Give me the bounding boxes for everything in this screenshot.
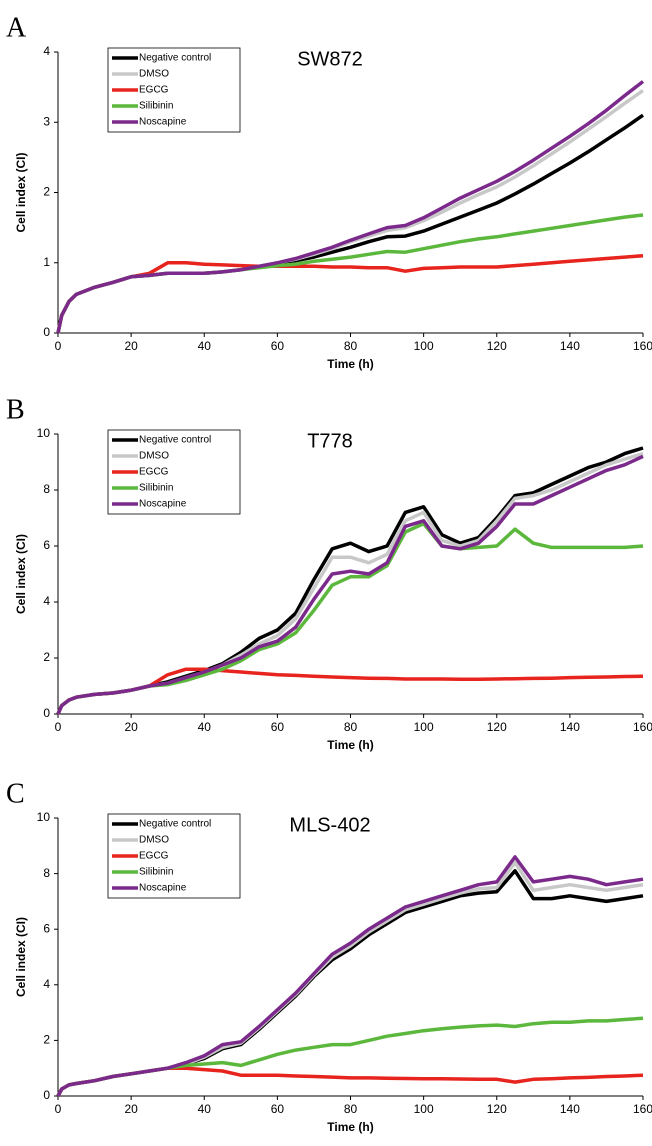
data-line [56,869,644,1097]
x-tick-label: 60 [271,1102,285,1116]
legend-label: Noscapine [139,117,187,128]
chart-title: SW872 [297,48,363,70]
legend-label: DMSO [139,69,169,80]
x-tick-label: 0 [55,1102,62,1116]
x-tick-label: 100 [414,339,434,353]
legend-label: DMSO [139,451,169,462]
legend-label: DMSO [139,835,169,846]
legend-label: EGCG [139,851,169,862]
x-tick-label: 120 [487,1102,507,1116]
x-tick-label: 80 [344,339,358,353]
x-tick-label: 140 [560,720,580,734]
legend-label: Negative control [139,53,211,64]
x-tick-label: 140 [560,1102,580,1116]
legend-label: Negative control [139,819,211,830]
x-tick-label: 160 [633,720,652,734]
x-axis-title: Time (h) [327,1120,373,1134]
legend-label: EGCG [139,85,169,96]
y-tick-label: 8 [43,482,50,496]
chart-title: MLS-402 [289,814,370,836]
y-tick-label: 4 [43,977,50,991]
chart-title: T778 [307,430,353,452]
legend-label: EGCG [139,467,169,478]
x-tick-label: 80 [344,1102,358,1116]
data-line [56,855,644,1097]
x-tick-label: 0 [55,720,62,734]
y-tick-label: 10 [37,810,51,824]
y-tick-label: 4 [43,44,50,58]
x-tick-label: 140 [560,339,580,353]
data-line [56,253,644,334]
y-axis-title: Cell index (CI) [14,917,28,997]
y-tick-label: 2 [43,650,50,664]
y-tick-label: 4 [43,594,50,608]
x-tick-label: 100 [414,720,434,734]
y-tick-label: 8 [43,866,50,880]
x-tick-label: 40 [198,1102,212,1116]
data-line [56,80,645,334]
x-tick-label: 40 [198,720,212,734]
y-tick-label: 3 [43,114,50,128]
legend-label: Negative control [139,435,211,446]
x-tick-label: 80 [344,720,358,734]
y-tick-label: 0 [43,325,50,339]
panel-label: A [6,12,27,43]
y-tick-label: 1 [43,255,50,269]
y-tick-label: 6 [43,538,50,552]
y-tick-label: 6 [43,921,50,935]
x-tick-label: 120 [487,720,507,734]
panel-label: C [6,778,25,809]
x-tick-label: 100 [414,1102,434,1116]
x-tick-label: 40 [198,339,212,353]
x-tick-label: 60 [271,339,285,353]
x-tick-label: 160 [633,339,652,353]
y-axis-title: Cell index (CI) [14,534,28,614]
x-tick-label: 20 [124,1102,138,1116]
y-axis-title: Cell index (CI) [14,152,28,232]
x-tick-label: 20 [124,339,138,353]
y-tick-label: 0 [43,706,50,720]
data-line [56,1016,644,1097]
legend-label: Noscapine [139,883,187,894]
x-axis-title: Time (h) [327,738,373,752]
y-tick-label: 2 [43,185,50,199]
x-tick-label: 120 [487,339,507,353]
x-axis-title: Time (h) [327,357,373,371]
panel-label: B [6,394,25,425]
legend-label: Silibinin [139,867,173,878]
y-tick-label: 2 [43,1033,50,1047]
x-tick-label: 0 [55,339,62,353]
legend-label: Silibinin [139,101,173,112]
y-tick-label: 10 [37,426,51,440]
data-line [56,667,644,715]
x-tick-label: 20 [124,720,138,734]
legend-label: Noscapine [139,499,187,510]
legend-box [107,813,241,899]
data-line [56,454,644,715]
x-tick-label: 60 [271,720,285,734]
x-tick-label: 160 [633,1102,652,1116]
y-tick-label: 0 [43,1088,50,1102]
legend-label: Silibinin [139,483,173,494]
